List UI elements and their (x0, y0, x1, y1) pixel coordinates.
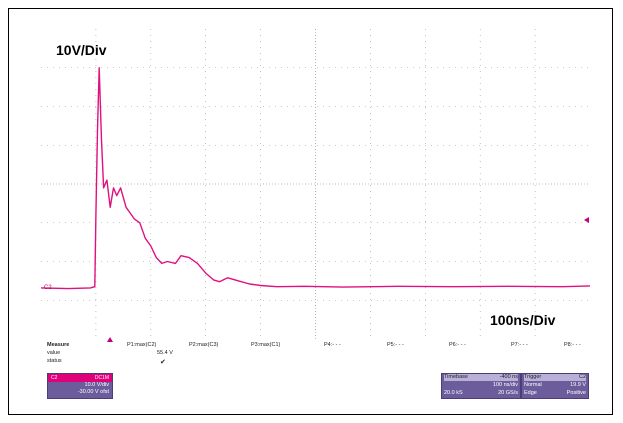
measure-status-row-label: status (47, 358, 62, 364)
timebase-samples: 20.0 kS (444, 390, 463, 396)
trigger-position-arrow-icon[interactable] (107, 337, 113, 342)
param-p1-value: 55.4 V (157, 350, 173, 356)
timebase-header: Timebase -400 ns (444, 374, 518, 381)
trigger-channel: C2 (578, 374, 586, 380)
trigger-slope: Positive (566, 390, 586, 396)
param-p6[interactable]: P6:- - - (449, 342, 466, 348)
channel-offset: -30.00 V ofst (77, 389, 109, 395)
scope-screen (41, 29, 590, 339)
param-p8[interactable]: P8:- - - (564, 342, 581, 348)
timebase-box[interactable]: Timebase -400 ns 100 ns/div 20.0 kS 20 G… (441, 373, 521, 399)
param-p4[interactable]: P4:- - - (324, 342, 341, 348)
trigger-level: 19.9 V (570, 382, 586, 388)
trigger-level-arrow-icon[interactable] (584, 217, 589, 223)
param-p2[interactable]: P2:max(C3) (189, 342, 219, 348)
trigger-type: Edge (524, 390, 537, 396)
channel-ground-marker: C2 (44, 285, 52, 291)
trigger-box[interactable]: Trigger C2 Normal 19.9 V Edge Positive (521, 373, 589, 399)
trigger-header: Trigger C2 (524, 374, 586, 381)
param-p1[interactable]: P1:max(C2) (127, 342, 157, 348)
timebase-rate: 20 GS/s (498, 390, 518, 396)
volt-per-div-label: 10V/Div (56, 42, 107, 58)
trigger-mode: Normal (524, 382, 542, 388)
timebase-delay: -400 ns (499, 374, 518, 380)
channel-tab: C2 DC1M (48, 374, 112, 382)
timebase-title: Timebase (444, 374, 468, 380)
waveform-plot (41, 29, 590, 339)
channel-name: C2 (51, 375, 58, 381)
measure-table: Measure P1:max(C2) P2:max(C3) P3:max(C1)… (47, 342, 592, 372)
time-per-div-label: 100ns/Div (490, 312, 556, 328)
channel-coupling: DC1M (94, 375, 109, 381)
param-p3[interactable]: P3:max(C1) (251, 342, 281, 348)
timebase-scale: 100 ns/div (492, 382, 518, 388)
param-p7[interactable]: P7:- - - (511, 342, 528, 348)
param-p5[interactable]: P5:- - - (387, 342, 404, 348)
waveform-trace-c2 (41, 67, 590, 290)
measure-title: Measure (47, 342, 70, 348)
trigger-title: Trigger (524, 374, 542, 380)
param-p1-status-check-icon: ✔ (160, 359, 166, 366)
channel-descriptor-box[interactable]: C2 DC1M 10.0 V/div -30.00 V ofst (47, 373, 113, 399)
channel-scale: 10.0 V/div (84, 382, 109, 388)
measure-value-row-label: value (47, 350, 61, 356)
